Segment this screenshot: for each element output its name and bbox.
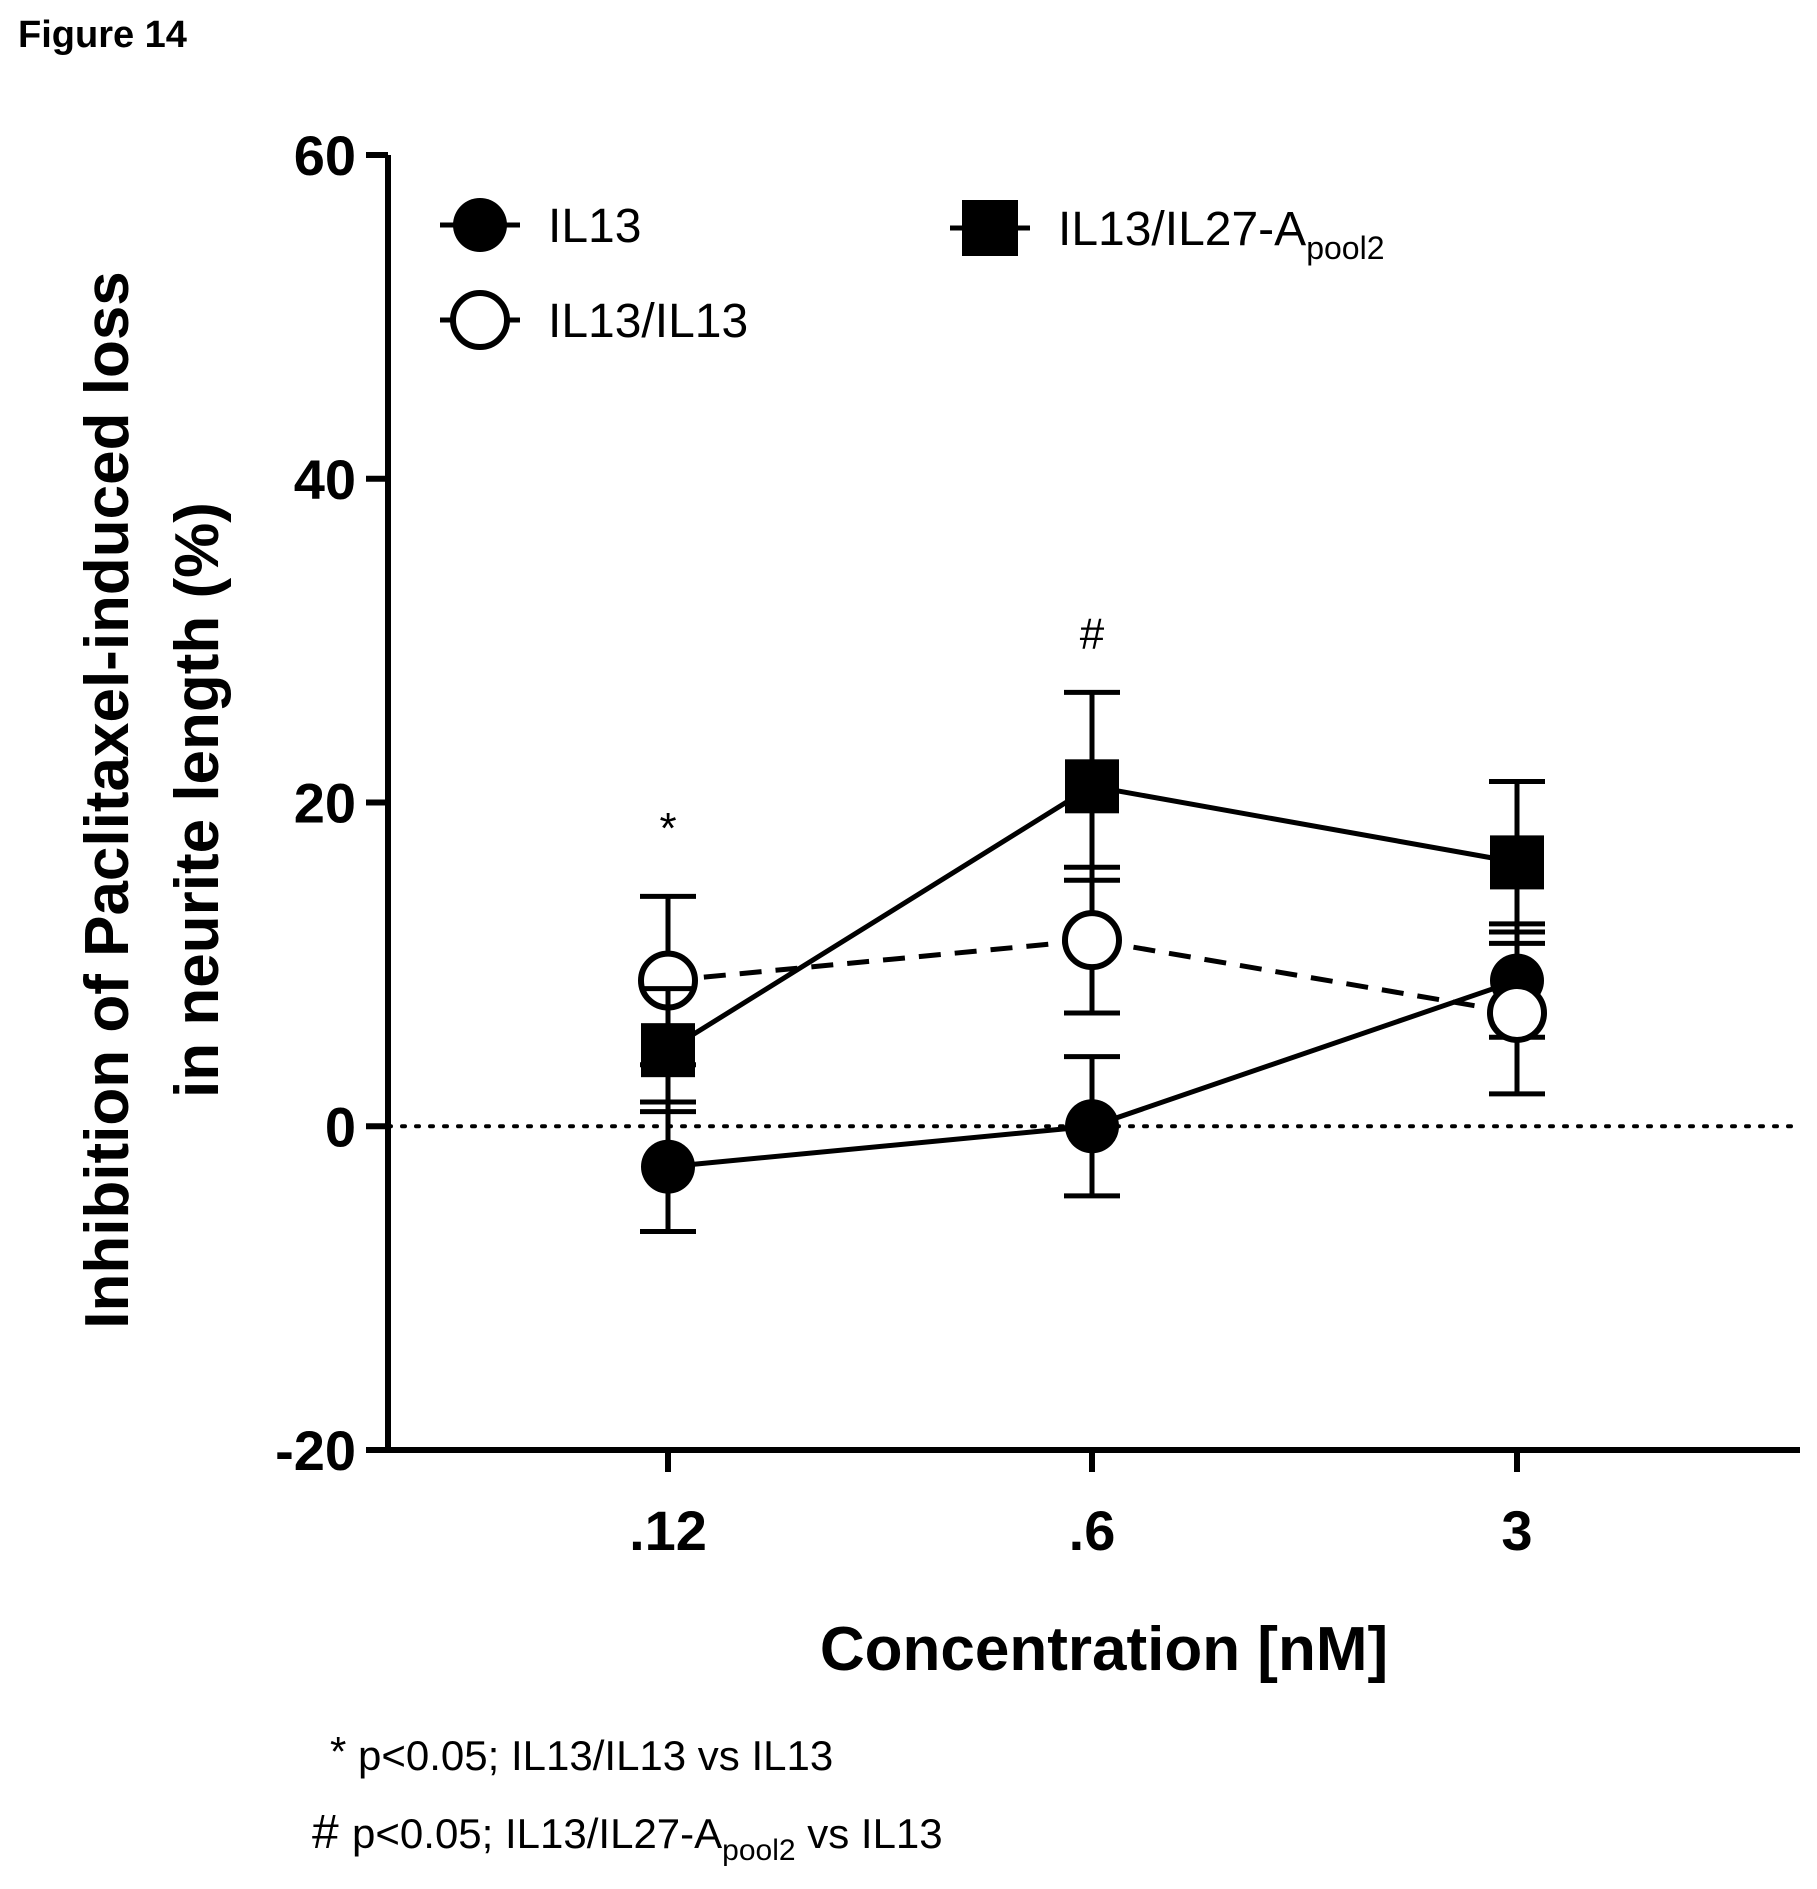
legend-label: IL13/IL13 [548, 295, 748, 348]
data-point [1065, 1099, 1119, 1154]
significance-marker: * [659, 804, 676, 853]
data-point [1490, 835, 1544, 890]
legend-item: IL13/IL13 [440, 290, 748, 350]
axes: -20 0 20 40 60 .12 .6 3 Concentration [nM] Inhibi… [73, 124, 1800, 1684]
y-axis-title: Inhibition of Paclitaxel-induced loss in … [73, 271, 232, 1329]
data-point [1065, 759, 1119, 814]
footnote-star: * p<0.05; IL13/IL13 vs IL13 [330, 1728, 833, 1779]
legend-label: IL13 [548, 200, 641, 253]
significance-marker: # [1080, 610, 1105, 659]
y-tick-label: 20 [294, 772, 356, 835]
legend: IL13 IL13/IL13 IL13/IL27-Apool2 [440, 198, 1384, 350]
data-point [1487, 982, 1547, 1043]
data-point [1062, 910, 1122, 971]
legend-item: IL13/IL27-Apool2 [950, 200, 1384, 266]
footnote-hash: # p<0.05; IL13/IL27-Apool2 vs IL13 [312, 1806, 943, 1867]
y-axis-title-line: in neurite length (%) [163, 502, 232, 1098]
x-tick-label: .6 [1069, 1499, 1116, 1562]
y-tick-label: 40 [294, 448, 356, 511]
data-point [641, 1023, 695, 1078]
series-il13-il27-a [640, 689, 1545, 1115]
legend-label: IL13/IL27-Apool2 [1058, 203, 1384, 266]
legend-item: IL13 [440, 198, 641, 253]
x-tick-label: 3 [1501, 1499, 1532, 1562]
y-tick-label: 0 [325, 1095, 356, 1158]
footnotes: * p<0.05; IL13/IL13 vs IL13 # p<0.05; IL1… [312, 1728, 943, 1867]
legend-marker [962, 200, 1018, 256]
figure-label: Figure 14 [18, 14, 187, 56]
chart-marks: *# [386, 610, 1802, 1234]
data-point [641, 1139, 695, 1194]
x-tick-label: .12 [629, 1499, 707, 1562]
x-axis-title: Concentration [nM] [820, 1615, 1388, 1684]
y-axis-title-line: Inhibition of Paclitaxel-induced loss [73, 271, 142, 1329]
legend-marker [453, 198, 507, 252]
y-tick-label: -20 [275, 1419, 356, 1482]
y-tick-label: 60 [294, 124, 356, 187]
legend-marker [450, 290, 510, 350]
